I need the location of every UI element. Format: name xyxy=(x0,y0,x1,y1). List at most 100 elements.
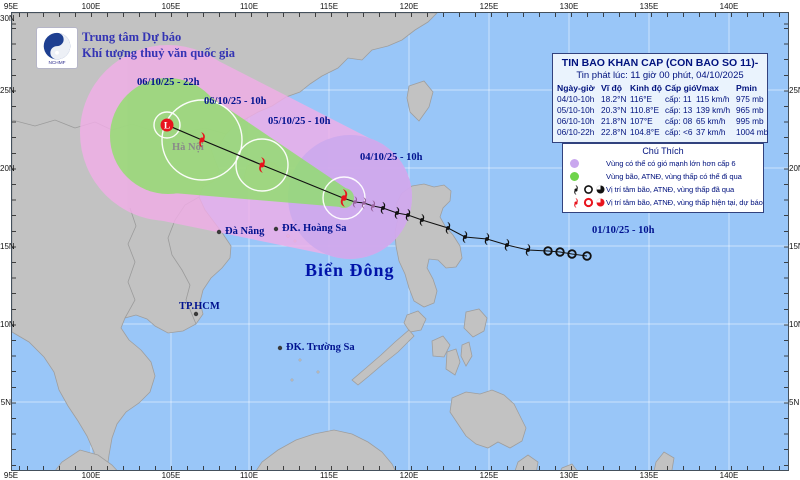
legend-row: Vị trí tâm bão, ATNĐ, vùng thấp hiện tại… xyxy=(566,196,763,209)
svg-text:NCHMF: NCHMF xyxy=(48,60,65,66)
sea-label: Biển Đông xyxy=(305,260,395,280)
legend-label: Vị trí tâm bão, ATNĐ, vùng thấp hiện tại… xyxy=(606,198,763,207)
table-cell: cấp: 11 xyxy=(665,94,692,104)
legend-row: Vị trí tâm bão, ATNĐ, vùng thấp đã qua xyxy=(566,183,760,196)
axis-label: 110E xyxy=(239,471,259,480)
table-cell: 21.8°N xyxy=(601,116,627,126)
col-header: Vmax xyxy=(696,83,719,93)
table-cell: 995 mb xyxy=(736,116,764,126)
table-cell: 975 mb xyxy=(736,94,764,104)
axis-label: 15N xyxy=(0,242,15,251)
green-area-icon xyxy=(570,172,579,181)
legend-row: Vùng bão, ATNĐ, vùng thấp có thể đi qua xyxy=(566,170,760,183)
legend-row: Vùng có thể có gió mạnh lớn hơn cấp 6 xyxy=(566,157,760,170)
legend-label: Vùng bão, ATNĐ, vùng thấp có thể đi qua xyxy=(606,172,742,181)
land-sumatra xyxy=(55,449,118,470)
table-cell: 22.8°N xyxy=(601,127,627,137)
bulletin-info-box: TIN BAO KHAN CAP (CON BAO SO 11)- Tin ph… xyxy=(552,53,768,143)
track-area-cone xyxy=(110,78,354,208)
legend-label: Vị trí tâm bão, ATNĐ, vùng thấp đã qua xyxy=(606,185,735,194)
axis-label: 15N xyxy=(789,242,800,251)
land-cebu xyxy=(460,341,473,367)
axis-label: 130E xyxy=(559,471,579,480)
axis-label: 5N xyxy=(789,398,800,407)
axis-label: 140E xyxy=(719,471,739,480)
land-halmahera xyxy=(653,451,675,470)
legend-label: Vùng có thể có gió mạnh lớn hơn cấp 6 xyxy=(606,159,736,168)
land-negros xyxy=(445,348,461,376)
land-mindoro xyxy=(403,310,427,333)
track-date-label-0410-10h: 04/10/25 - 10h xyxy=(360,152,423,163)
table-cell: 139 km/h xyxy=(696,105,731,115)
axis-label: 20N xyxy=(0,164,15,173)
table-cell: cấp: 08 xyxy=(665,116,693,126)
hcm-dot xyxy=(193,311,199,317)
hoangsa-dot xyxy=(273,226,279,232)
city-dots xyxy=(193,226,283,351)
axis-label: 130E xyxy=(559,2,579,11)
bulletin-issued-time: Tin phát lúc: 11 giờ 00 phút, 04/10/2025 xyxy=(576,70,744,81)
land-samar xyxy=(463,308,488,338)
forecast-table: Ngày-giờ Vĩ độ Kinh độ Cấp gió Vmax Pmin… xyxy=(557,83,769,138)
axis-label: 105E xyxy=(161,2,181,11)
table-cell: 116°E xyxy=(630,94,653,104)
axis-label: 115E xyxy=(319,471,339,480)
purple-area-icon xyxy=(570,159,579,168)
table-cell: 04/10-10h xyxy=(557,94,595,104)
axis-label: 25N xyxy=(0,86,15,95)
table-cell: cấp: 13 xyxy=(665,105,693,115)
table-cell: 18.2°N xyxy=(601,94,627,104)
table-cell: 1004 mb xyxy=(736,127,769,137)
forecast-low-icon: L xyxy=(160,118,174,132)
table-cell: 107°E xyxy=(630,116,653,126)
past-low-legend-icon xyxy=(596,185,605,194)
table-cell: 06/10-22h xyxy=(557,127,595,137)
table-cell: 65 km/h xyxy=(696,116,726,126)
table-cell: 05/10-10h xyxy=(557,105,595,115)
table-cell: 110.8°E xyxy=(630,105,659,115)
axis-label: 95E xyxy=(3,2,19,11)
col-header: Ngày-giờ xyxy=(557,83,595,93)
hcm-label: TP.HCM xyxy=(179,301,220,312)
past-atnd-legend-icon xyxy=(584,185,593,194)
hoangsa-label: ĐK. Hoàng Sa xyxy=(282,223,347,234)
bulletin-title: TIN BAO KHAN CAP (CON BAO SO 11)- xyxy=(561,57,759,69)
axis-label: 115E xyxy=(319,2,339,11)
axis-label: 100E xyxy=(81,471,101,480)
past-typhoon-legend-icon xyxy=(574,184,578,195)
land-palawan xyxy=(351,329,415,386)
axis-label: 105E xyxy=(161,471,181,480)
col-header: Pmin xyxy=(736,83,758,93)
axis-label: 120E xyxy=(399,2,419,11)
past-low-circle-icons xyxy=(543,246,592,261)
track-date-label-0110-10h: 01/10/25 - 10h xyxy=(592,225,655,236)
track-date-label-0610-22h: 06/10/25 - 22h xyxy=(137,77,200,88)
axis-label: 125E xyxy=(479,471,499,480)
table-cell: 37 km/h xyxy=(696,127,726,137)
table-cell: 115 km/h xyxy=(696,94,730,104)
axis-label: 110E xyxy=(239,2,259,11)
axis-label: 135E xyxy=(639,2,659,11)
table-cell: cấp: <6 xyxy=(665,127,693,137)
danang-label: Đà Nẵng xyxy=(225,226,265,237)
agency-name-line2: Khí tượng thuỷ văn quốc gia xyxy=(82,46,236,60)
axis-label: 10N xyxy=(789,320,800,329)
table-cell: 104.8°E xyxy=(630,127,660,137)
axis-label: 10N xyxy=(0,320,15,329)
axis-label: 95E xyxy=(3,471,19,480)
svg-text:L: L xyxy=(164,121,170,131)
wind-radius-circles xyxy=(153,99,366,220)
axis-label: 30N xyxy=(0,14,15,23)
land-luzon xyxy=(394,183,463,308)
land-panay xyxy=(431,335,451,358)
danang-dot xyxy=(216,229,222,235)
axis-label: 125E xyxy=(479,2,499,11)
axis-label: 140E xyxy=(719,2,739,11)
table-cell: 20.3°N xyxy=(601,105,627,115)
axis-label: 120E xyxy=(399,471,419,480)
agency-logo: NCHMF xyxy=(36,27,78,69)
table-cell: 06/10-10h xyxy=(557,116,595,126)
forecast-track-line xyxy=(166,124,344,199)
land-taiwan xyxy=(406,80,434,122)
